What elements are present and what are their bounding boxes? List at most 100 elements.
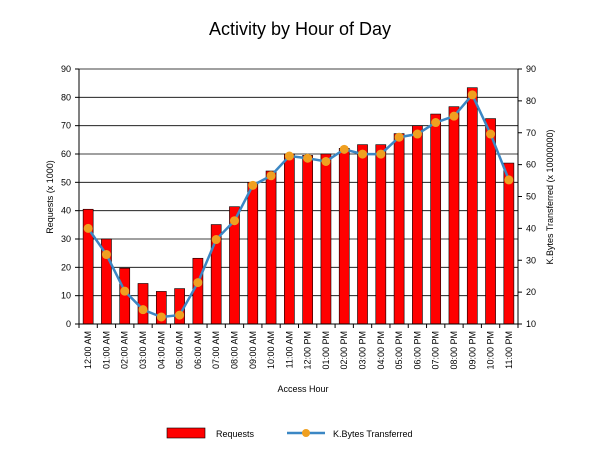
bar — [320, 153, 332, 325]
legend-marker-kbytes — [302, 429, 310, 437]
x-tick-label: 02:00 PM — [339, 331, 349, 370]
bar — [265, 170, 277, 325]
y-axis-label-right: K.Bytes Transferred (x 10000000) — [545, 129, 555, 264]
y2-tick-label: 80 — [526, 96, 536, 106]
y-axis-label-left: Requests (x 1000) — [45, 160, 55, 234]
legend: Requests K.Bytes Transferred — [166, 427, 413, 439]
x-tick-label: 07:00 AM — [211, 331, 221, 369]
data-point — [303, 153, 313, 163]
x-axis-label: Access Hour — [277, 384, 328, 394]
y-tick-label: 10 — [61, 291, 71, 301]
legend-label-kbytes: K.Bytes Transferred — [333, 429, 413, 439]
y-tick-label: 80 — [61, 92, 71, 102]
bar — [357, 144, 368, 325]
y2-tick-label: 10 — [526, 319, 536, 329]
bar — [412, 125, 423, 325]
bar — [466, 87, 478, 325]
y2-tick-label: 40 — [526, 223, 536, 233]
x-tick-label: 09:00 AM — [248, 331, 258, 369]
series-line — [87, 92, 511, 319]
y2-tick-label: 30 — [526, 255, 536, 265]
x-tick-label: 05:00 AM — [175, 331, 185, 369]
y2-tick-label: 60 — [526, 160, 536, 170]
x-tick-label: 03:00 PM — [358, 331, 368, 370]
x-tick-label: 01:00 PM — [321, 331, 331, 370]
legend-label-requests: Requests — [216, 429, 255, 439]
x-tick-label: 11:00 PM — [504, 331, 514, 369]
data-point — [248, 180, 258, 190]
x-tick-label: 10:00 PM — [486, 331, 496, 370]
data-point — [175, 310, 185, 320]
data-point — [83, 223, 93, 233]
x-tick-label: 04:00 PM — [376, 331, 386, 370]
x-tick-label: 04:00 AM — [156, 331, 166, 369]
data-point — [193, 278, 203, 288]
data-point — [284, 151, 294, 161]
data-point — [394, 132, 404, 142]
data-point — [156, 312, 166, 322]
data-point — [321, 156, 331, 166]
y-tick-label: 40 — [61, 206, 71, 216]
data-point — [339, 144, 349, 154]
data-point — [376, 149, 386, 159]
line-series-kbytes — [83, 90, 514, 322]
bar — [485, 118, 496, 325]
data-point — [266, 171, 276, 181]
bar — [375, 144, 387, 325]
x-tick-label: 12:00 AM — [83, 331, 93, 369]
x-tick-label: 01:00 AM — [101, 331, 111, 369]
y-tick-label: 30 — [61, 234, 71, 244]
bar — [393, 133, 405, 325]
y-tick-label: 60 — [61, 149, 71, 159]
data-point — [486, 129, 496, 139]
x-tick-label: 12:00 PM — [303, 331, 313, 370]
legend-swatch-requests — [166, 427, 206, 439]
x-tick-label: 03:00 AM — [138, 331, 148, 369]
data-point — [229, 216, 239, 226]
y-tick-label: 20 — [61, 262, 71, 272]
bar — [338, 148, 350, 325]
data-point — [504, 175, 514, 185]
y-tick-label: 0 — [66, 319, 71, 329]
data-point — [358, 149, 368, 159]
bar — [284, 153, 295, 325]
x-tick-label: 11:00 AM — [284, 331, 294, 368]
bar — [247, 182, 259, 325]
chart-title: Activity by Hour of Day — [209, 19, 391, 39]
data-point — [101, 250, 111, 260]
y-tick-label: 90 — [61, 64, 71, 74]
data-point — [138, 305, 148, 315]
x-tick-label: 08:00 AM — [229, 331, 239, 369]
y2-tick-label: 50 — [526, 192, 536, 202]
data-point — [120, 286, 130, 296]
bar — [503, 162, 515, 325]
gridlines — [79, 68, 518, 325]
x-tick-label: 05:00 PM — [394, 331, 404, 370]
bar — [302, 155, 313, 325]
x-tick-label: 08:00 PM — [449, 331, 459, 370]
x-tick-label: 06:00 PM — [412, 331, 422, 370]
data-point — [431, 118, 441, 128]
y-tick-label: 70 — [61, 121, 71, 131]
x-tick-label: 09:00 PM — [467, 331, 477, 370]
y2-tick-label: 90 — [526, 64, 536, 74]
y-axis-ticks-left: 0 10 20 30 40 50 60 70 80 90 — [61, 64, 79, 329]
bar-series-requests — [82, 87, 515, 325]
x-tick-label: 06:00 AM — [193, 331, 203, 369]
x-tick-label: 10:00 AM — [266, 331, 276, 369]
y-tick-label: 50 — [61, 177, 71, 187]
data-point — [412, 129, 422, 139]
data-point — [449, 111, 459, 121]
x-tick-label: 02:00 AM — [120, 331, 130, 369]
y2-tick-label: 20 — [526, 287, 536, 297]
x-axis-ticks: 12:00 AM 01:00 AM 02:00 AM 03:00 AM 04:00 AM… — [78, 324, 519, 370]
x-tick-label: 07:00 PM — [431, 331, 441, 370]
bar — [448, 106, 460, 325]
bar — [430, 113, 442, 325]
y-axis-ticks-right: 10 20 30 40 50 60 70 80 90 — [518, 64, 536, 329]
data-point — [211, 235, 221, 245]
data-point — [467, 90, 477, 100]
bar — [137, 283, 149, 325]
y2-tick-label: 70 — [526, 128, 536, 138]
